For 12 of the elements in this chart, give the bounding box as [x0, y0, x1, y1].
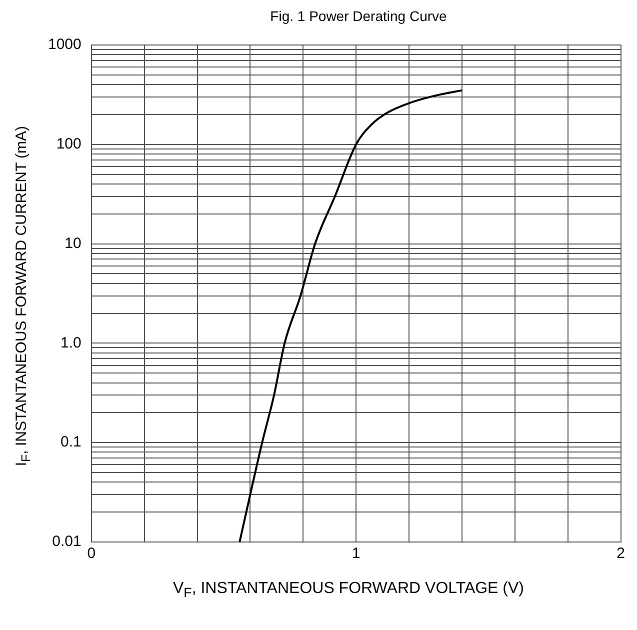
y-tick-label: 100 [56, 136, 82, 153]
x-tick-label: 1 [352, 545, 360, 562]
y-tick-label: 1.0 [60, 334, 82, 352]
y-tick-label: 1000 [48, 36, 82, 54]
y-tick-label: 0.01 [52, 533, 82, 550]
line-series [238, 89, 463, 542]
y-tick-label: 10 [64, 234, 82, 252]
y-tick-label: 0.1 [60, 434, 82, 451]
x-tick-label: 0 [87, 545, 96, 562]
x-tick-label: 2 [616, 545, 625, 562]
x-axis-title: V$_{F}$, INSTANTANEOUS FORWARD VOLTAGE (V) [172, 580, 525, 600]
chart-title: Fig. 1 Power Derating Curve [269, 8, 448, 26]
